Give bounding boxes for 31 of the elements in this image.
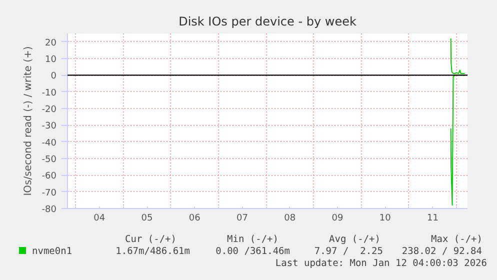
y-tick-label: -70 (42, 188, 57, 198)
x-tick-label: 05 (141, 214, 153, 224)
text: 7.97 / 2.25 (313, 245, 383, 258)
x-tick-label: 08 (284, 214, 296, 224)
legend-label: nvme0n1 (31, 245, 72, 259)
x-tick-label: 06 (188, 214, 201, 224)
y-tick-label: 10 (45, 55, 57, 65)
x-tick-label: 09 (332, 214, 344, 224)
y-tick-label: -80 (42, 205, 57, 215)
text: Avg (-/+) (329, 233, 380, 247)
text: Cur (-/+) (125, 233, 176, 247)
y-tick-label: -10 (42, 88, 57, 98)
x-tick-label: 11 (427, 214, 438, 224)
x-tick-label: 04 (94, 214, 106, 224)
text: Max (-/+) (431, 233, 482, 247)
y-tick-label: 20 (45, 38, 57, 48)
y-tick-label: -20 (42, 105, 57, 115)
y-tick-label: 0 (50, 72, 57, 82)
chart-title: Disk IOs per device - by week (178, 14, 356, 28)
text: 0.00 /361.46m (215, 245, 290, 259)
y-tick-label: -30 (42, 122, 57, 132)
y-tick-label: -40 (42, 138, 57, 148)
text: 238.02 / 92.84 (400, 245, 482, 259)
x-tick-label: 10 (379, 214, 392, 224)
text: Last update: Mon Jan 12 04:00:03 2026 (274, 257, 487, 271)
y-tick-label: -50 (42, 155, 57, 165)
y-axis-title: IOs/second read (-) / write (+) (22, 46, 34, 196)
x-tick-label: 07 (236, 214, 248, 224)
text: Min (-/+) (227, 233, 278, 247)
y-tick-label: -60 (42, 172, 57, 182)
text: 1.67m/486.61m (115, 245, 190, 259)
